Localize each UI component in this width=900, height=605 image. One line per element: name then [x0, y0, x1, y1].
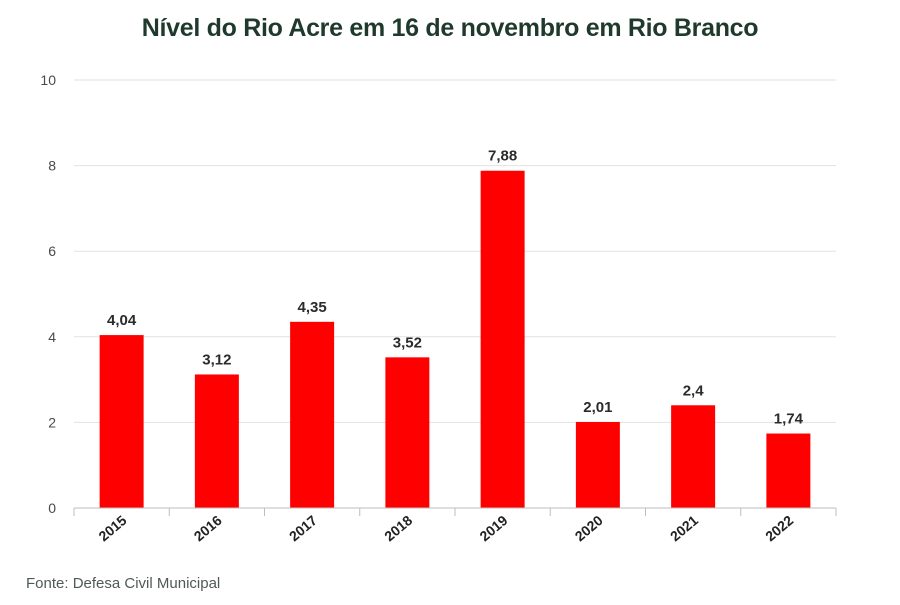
bar-2022 — [766, 433, 811, 508]
x-tick-label: 2018 — [381, 512, 415, 544]
x-axis-ticks: 2015 2016 2017 2018 2019 2020 2021 2022 — [95, 512, 796, 544]
data-label: 2,4 — [683, 382, 705, 399]
x-tick-label: 2021 — [667, 512, 701, 544]
bar-2019 — [480, 170, 525, 508]
bars — [99, 170, 811, 508]
y-tick-label: 10 — [40, 72, 56, 88]
data-label: 3,12 — [202, 351, 231, 368]
bar-2018 — [385, 357, 430, 508]
chart-title: Nível do Rio Acre em 16 de novembro em R… — [141, 14, 759, 42]
x-tick-label: 2020 — [572, 512, 606, 544]
x-tick-label: 2022 — [762, 512, 796, 544]
y-tick-label: 2 — [48, 414, 56, 430]
y-tick-label: 0 — [48, 500, 56, 516]
data-label: 1,74 — [774, 411, 804, 428]
x-tick-label: 2017 — [286, 512, 320, 544]
y-tick-label: 8 — [48, 158, 56, 174]
y-axis-ticks: 0 2 4 6 8 10 — [40, 72, 56, 516]
y-tick-label: 6 — [48, 243, 56, 259]
x-axis — [73, 507, 837, 516]
x-tick-label: 2015 — [95, 512, 129, 544]
bar-2020 — [575, 421, 620, 508]
gridlines — [74, 79, 836, 423]
bar-2016 — [194, 374, 239, 508]
data-label: 4,04 — [107, 312, 137, 329]
data-labels: 4,04 3,12 4,35 3,52 7,88 2,01 2,4 1,74 — [107, 148, 804, 428]
x-tick-label: 2019 — [476, 512, 510, 544]
y-tick-label: 4 — [48, 329, 56, 345]
bar-2021 — [671, 405, 716, 508]
source-note: Fonte: Defesa Civil Municipal — [26, 575, 221, 592]
data-label: 2,01 — [583, 399, 612, 416]
data-label: 4,35 — [298, 299, 327, 316]
bar-2015 — [99, 335, 144, 508]
data-label: 3,52 — [393, 334, 422, 351]
data-label: 7,88 — [488, 148, 517, 165]
x-tick-label: 2016 — [191, 512, 225, 544]
bar-2017 — [290, 321, 335, 508]
